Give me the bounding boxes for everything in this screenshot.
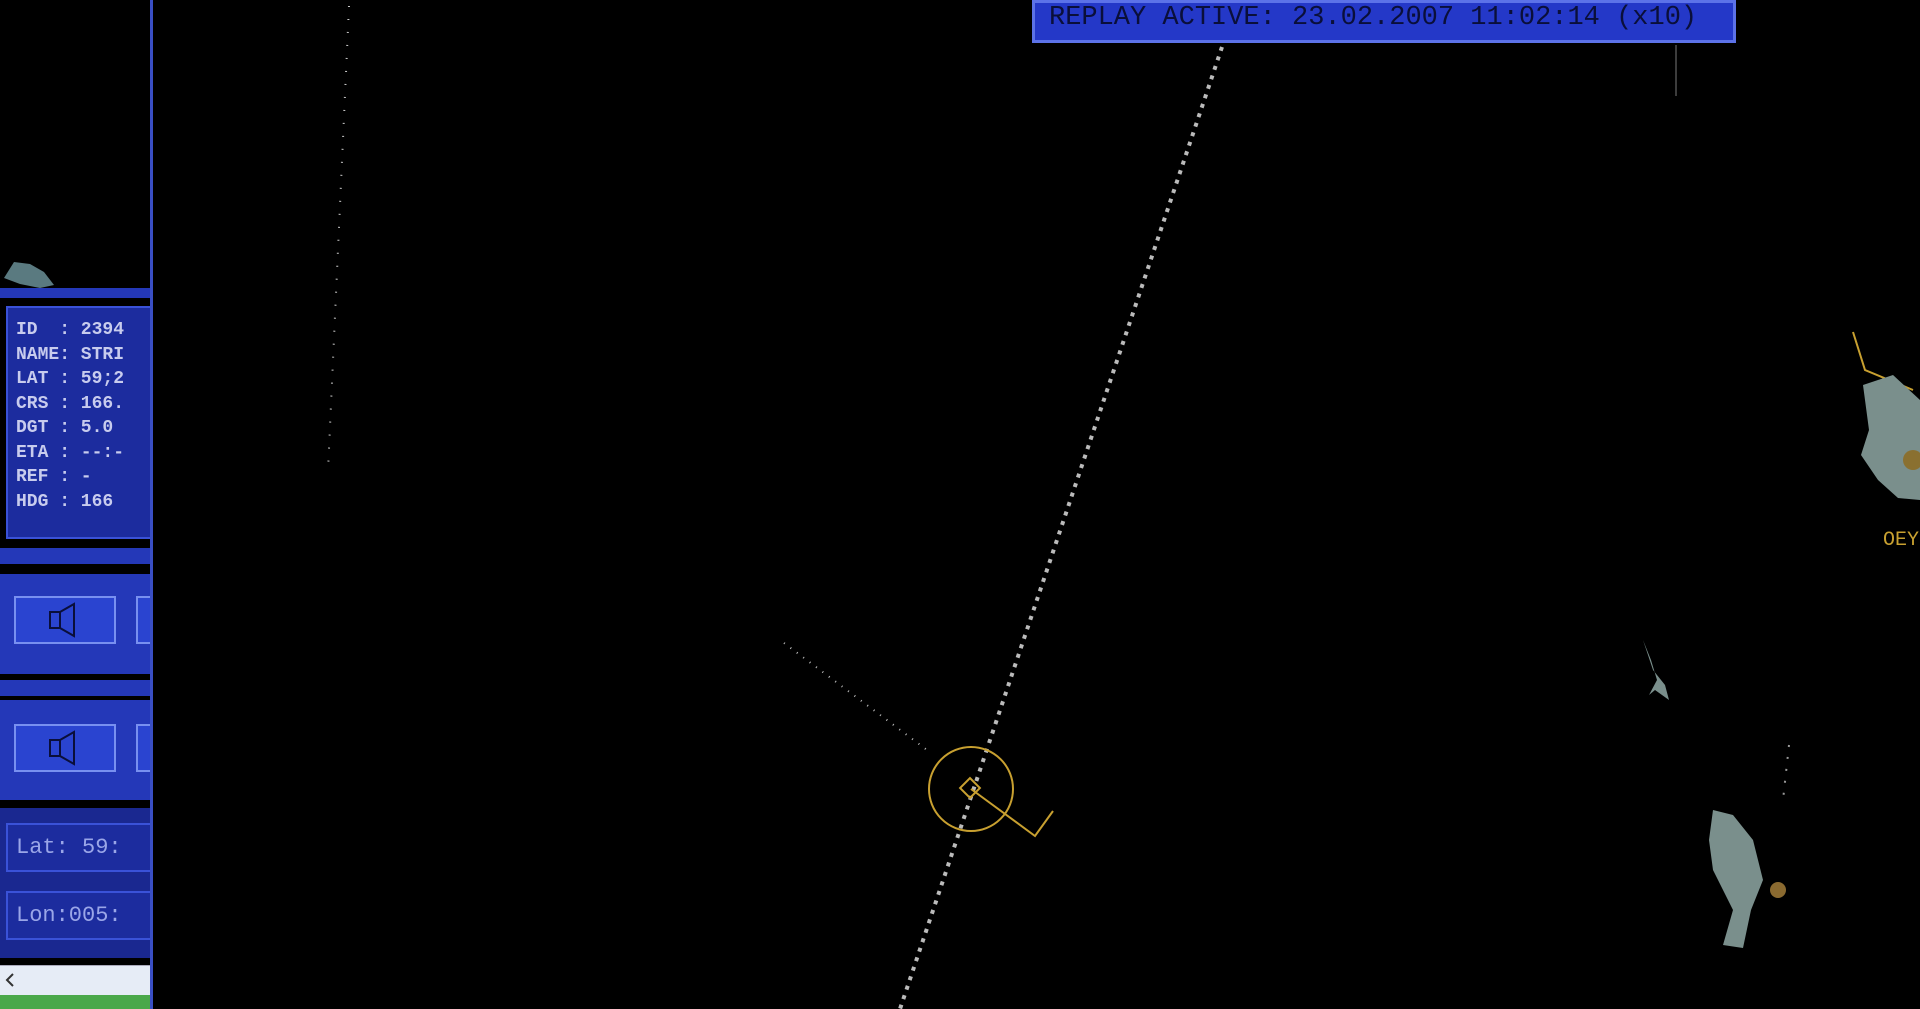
replay-banner: REPLAY ACTIVE: 23.02.2007 11:02:14 (x10) xyxy=(1032,0,1736,43)
info-row: CRS : 166. xyxy=(16,392,146,417)
scroll-left[interactable] xyxy=(0,966,20,994)
side-button[interactable] xyxy=(136,724,153,772)
track-history xyxy=(328,6,349,471)
side-button[interactable] xyxy=(136,596,153,644)
info-row: DGT : 5.0 xyxy=(16,416,146,441)
separator xyxy=(0,288,150,298)
info-row: HDG : 166 xyxy=(16,490,146,515)
info-row: ETA : --:- xyxy=(16,441,146,466)
separator xyxy=(0,680,150,696)
landmark xyxy=(1770,882,1786,898)
vessel-track xyxy=(900,47,1222,1009)
status-strip xyxy=(0,995,150,1009)
island xyxy=(4,262,54,288)
info-row: REF : - xyxy=(16,465,146,490)
track-history xyxy=(1783,745,1789,800)
audio-button[interactable] xyxy=(14,724,116,772)
overview-map xyxy=(0,0,150,300)
speaker-icon xyxy=(16,598,114,642)
radar-map: OEY xyxy=(153,0,1920,1009)
separator xyxy=(0,548,150,564)
longitude: Lon:005: xyxy=(6,891,153,940)
speaker-icon xyxy=(16,726,114,770)
map-label: OEY xyxy=(1883,529,1919,552)
scrollbar[interactable] xyxy=(0,965,150,995)
info-row: ID : 2394 xyxy=(16,318,146,343)
island xyxy=(1709,810,1763,948)
radar-screen: ID : 2394NAME: STRILAT : 59;2CRS : 166.D… xyxy=(0,0,1920,1009)
info-row: LAT : 59;2 xyxy=(16,367,146,392)
island xyxy=(1861,375,1920,500)
audio-button[interactable] xyxy=(14,596,116,644)
island xyxy=(1643,640,1669,700)
info-row: NAME: STRI xyxy=(16,343,146,368)
latitude: Lat: 59: xyxy=(6,823,153,872)
track-history xyxy=(784,643,931,753)
